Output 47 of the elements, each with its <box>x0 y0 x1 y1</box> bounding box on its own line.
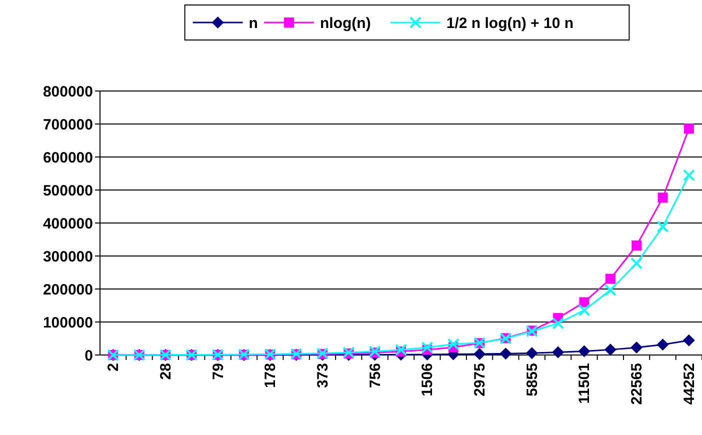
x-tick-label: 22565 <box>628 363 646 405</box>
point <box>632 240 642 250</box>
y-tick-label: 300000 <box>42 248 93 266</box>
point <box>656 338 669 351</box>
point <box>395 344 407 356</box>
point <box>682 169 695 182</box>
x-tick-label: 373 <box>314 363 332 388</box>
point <box>605 274 616 284</box>
legend-label: n <box>248 14 258 32</box>
x-tick-label: 178 <box>262 363 280 388</box>
point <box>421 341 434 354</box>
point <box>500 348 512 360</box>
y-tick-label: 500000 <box>42 182 93 200</box>
point <box>656 220 669 233</box>
y-tick-label: 600000 <box>42 149 93 166</box>
point <box>578 304 590 316</box>
legend-label: nlog(n) <box>320 14 371 32</box>
x-tick-label: 1506 <box>419 363 436 396</box>
legend-label: 1/2 n log(n) + 10 n <box>446 14 574 32</box>
point <box>578 345 590 358</box>
x-tick-label: 28 <box>157 363 174 380</box>
point <box>604 284 616 296</box>
point <box>630 342 643 354</box>
point <box>368 345 381 358</box>
point <box>658 192 668 203</box>
point <box>526 347 538 360</box>
point <box>447 338 460 350</box>
x-tick-label: 79 <box>210 363 227 380</box>
x-tick-label: 756 <box>366 363 384 388</box>
y-tick-label: 0 <box>84 347 93 364</box>
y-tick-label: 400000 <box>42 215 93 232</box>
point <box>552 346 564 358</box>
x-tick-label: 11501 <box>576 363 594 404</box>
point <box>684 124 694 134</box>
x-tick-label: 5855 <box>524 363 541 396</box>
y-tick-label: 800000 <box>42 83 93 100</box>
point <box>474 348 486 360</box>
point <box>630 257 643 270</box>
x-tick-label: 2 <box>105 363 122 372</box>
y-tick-label: 200000 <box>42 281 93 298</box>
y-tick-label: 100000 <box>42 314 93 332</box>
y-tick-label: 700000 <box>42 116 93 134</box>
point <box>552 317 564 330</box>
x-tick-label: 2975 <box>472 363 489 396</box>
x-tick-label: 44252 <box>680 363 698 405</box>
point <box>682 334 695 346</box>
point <box>604 344 616 356</box>
